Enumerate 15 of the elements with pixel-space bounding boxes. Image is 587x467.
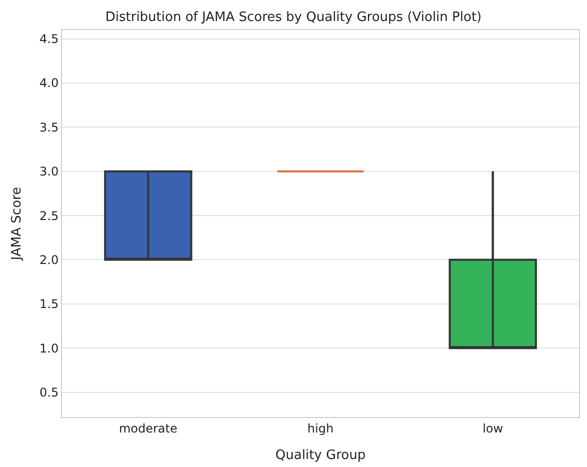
y-tick-label: 1.5 bbox=[40, 297, 59, 312]
chart-title: Distribution of JAMA Scores by Quality Groups (Violin Plot) bbox=[105, 10, 482, 25]
y-axis-title: JAMA Score bbox=[9, 186, 24, 262]
y-tick-label: 3.5 bbox=[40, 120, 59, 134]
x-axis-title: Quality Group bbox=[275, 448, 366, 463]
y-tick-label: 0.5 bbox=[40, 385, 59, 400]
y-tick-label: 2.5 bbox=[40, 208, 59, 223]
x-tick-label: low bbox=[482, 421, 504, 436]
y-tick-label: 3.0 bbox=[40, 164, 59, 179]
x-tick-label: high bbox=[307, 421, 334, 436]
y-tick-label: 1.0 bbox=[40, 341, 59, 356]
y-tick-label: 4.0 bbox=[40, 76, 59, 90]
y-tick-label: 2.0 bbox=[40, 252, 59, 267]
y-tick-label: 4.5 bbox=[40, 32, 59, 46]
x-tick-label: moderate bbox=[118, 421, 178, 436]
